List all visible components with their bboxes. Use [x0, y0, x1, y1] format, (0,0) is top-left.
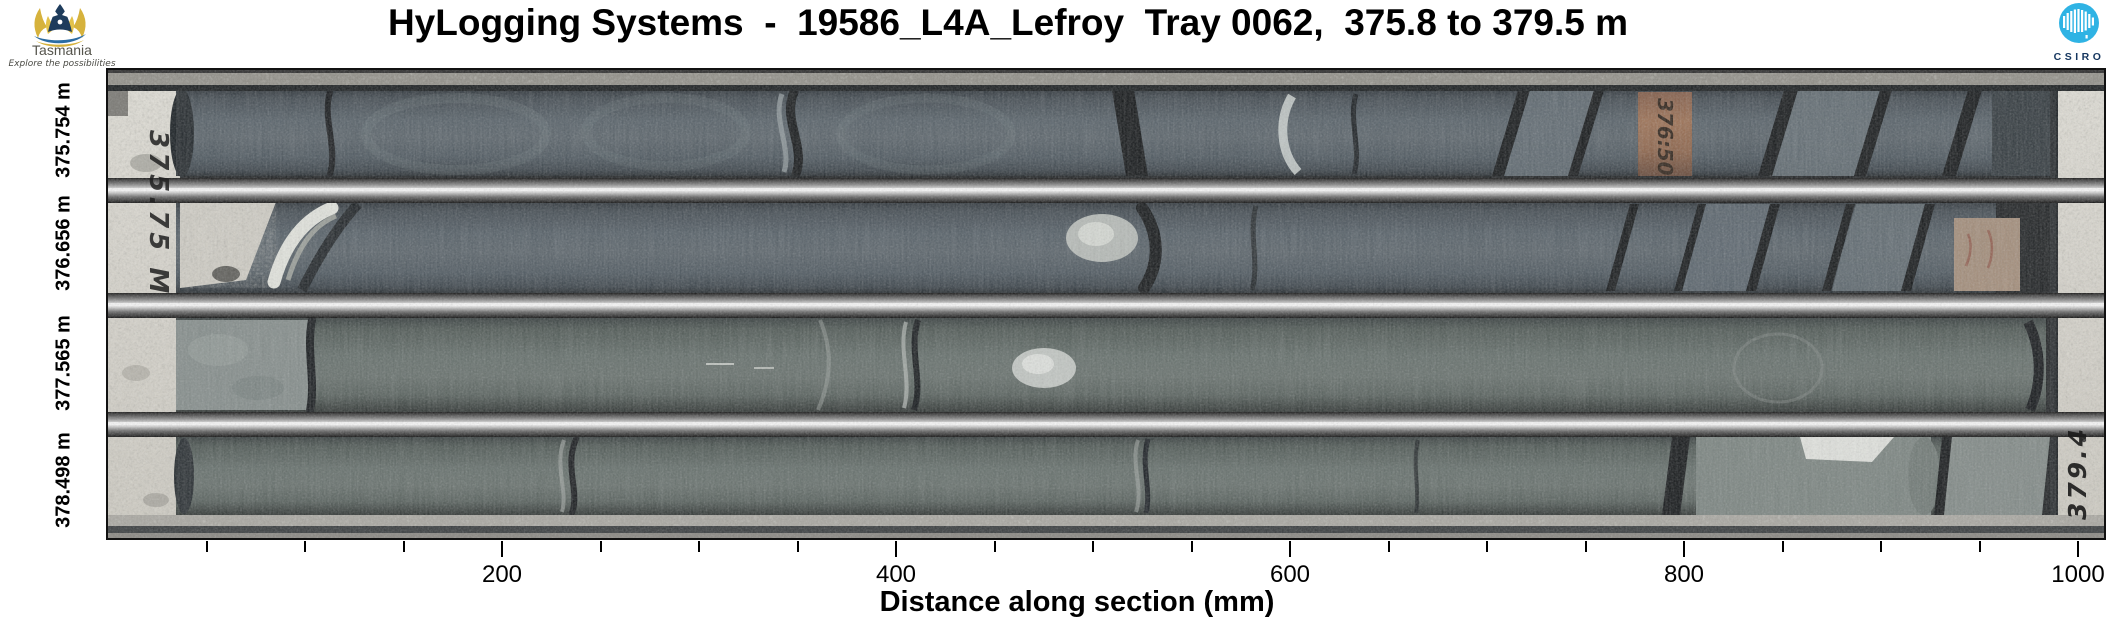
depth-label-row1: 375.754 m [52, 82, 75, 178]
tasmania-logo: Tasmania Explore the possibilities [8, 4, 116, 68]
x-axis-minor-tick [1190, 541, 1193, 552]
handwriting-right-depth: 379.4 [2063, 426, 2092, 520]
x-axis-minor-tick [1387, 541, 1390, 552]
x-axis-minor-tick [402, 541, 405, 552]
x-axis: 200 400 600 800 1000 [0, 541, 2126, 626]
x-axis-minor-tick [1584, 541, 1587, 552]
csiro-emblem-icon [2059, 3, 2099, 43]
x-axis-major-tick [1289, 541, 1291, 557]
x-axis-tick-label: 1000 [2051, 561, 2105, 588]
x-axis-minor-tick [1880, 541, 1882, 552]
x-axis-minor-tick [1978, 541, 1981, 552]
x-axis-minor-tick [1092, 541, 1094, 552]
photo-border [106, 68, 2106, 540]
depth-label-row3: 377.565 m [52, 315, 75, 411]
tasmania-logo-text: Tasmania [32, 42, 92, 58]
x-axis-major-tick [501, 541, 503, 557]
handwriting-left-depth: 375.75 M [143, 130, 173, 297]
depth-label-row2: 376.656 m [52, 195, 75, 291]
depth-label-row4: 378.498 m [52, 432, 75, 528]
x-axis-tick-label: 600 [1269, 561, 1311, 588]
x-axis-minor-tick [599, 541, 602, 552]
x-axis-minor-tick [1486, 541, 1488, 552]
csiro-logo-text: CSIRO [2054, 51, 2104, 63]
x-axis-major-tick [1683, 541, 1685, 557]
tasmania-emblem-icon [34, 4, 86, 47]
x-axis-minor-tick [304, 541, 306, 552]
tasmania-logo-tagline: Explore the possibilities [8, 59, 115, 68]
x-axis-minor-tick [993, 541, 996, 552]
x-axis-minor-tick [796, 541, 799, 552]
x-axis-tick-label: 400 [875, 561, 917, 588]
x-axis-tick-label: 200 [481, 561, 523, 588]
x-axis-minor-tick [205, 541, 208, 552]
photo-grain-overlay [106, 68, 2106, 540]
x-axis-major-tick [2077, 541, 2079, 557]
x-axis-title: Distance along section (mm) [879, 586, 1275, 618]
x-axis-minor-tick [1781, 541, 1784, 552]
x-axis-tick-label: 800 [1663, 561, 1705, 588]
core-tray-photo: 376:50 [106, 68, 2106, 540]
csiro-logo: CSIRO [2054, 3, 2104, 63]
page-title: HyLogging Systems - 19586_L4A_Lefroy Tra… [387, 2, 1629, 43]
x-axis-major-tick [895, 541, 897, 557]
x-axis-minor-tick [698, 541, 700, 552]
